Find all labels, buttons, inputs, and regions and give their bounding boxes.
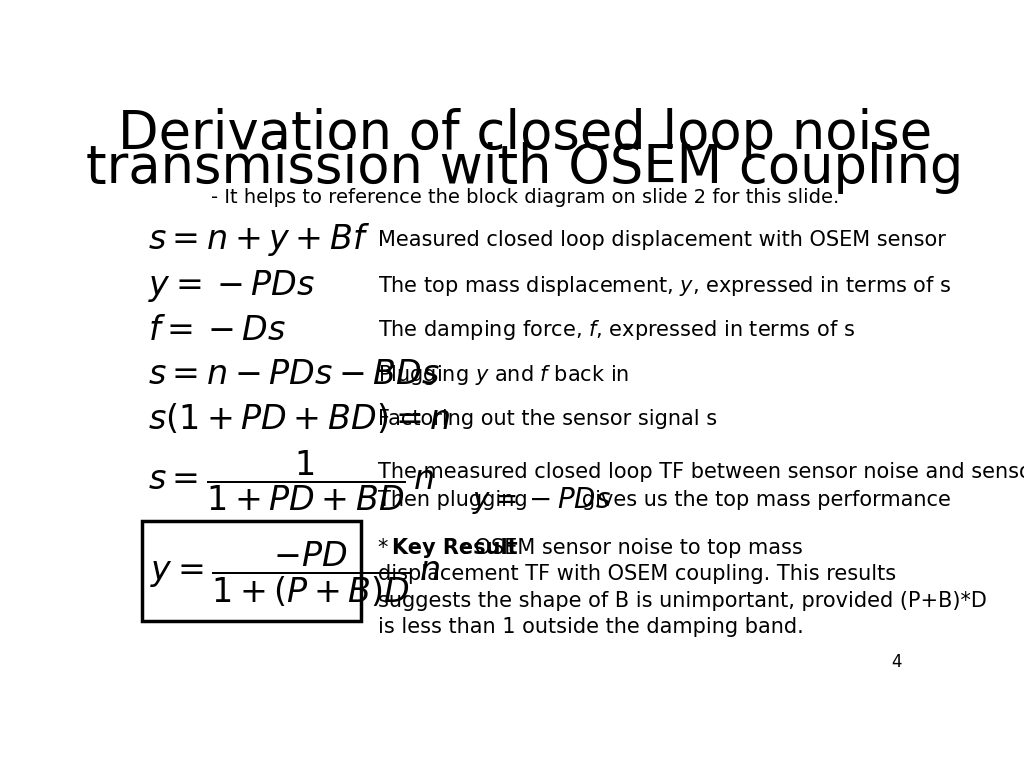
Text: Plugging $y$ and $f$ back in: Plugging $y$ and $f$ back in bbox=[378, 362, 630, 387]
Text: $s=\dfrac{1}{1+PD+BD}\,n$: $s=\dfrac{1}{1+PD+BD}\,n$ bbox=[147, 449, 434, 514]
Text: gives us the top mass performance: gives us the top mass performance bbox=[562, 490, 951, 510]
Text: Measured closed loop displacement with OSEM sensor: Measured closed loop displacement with O… bbox=[378, 230, 946, 250]
Text: Then plugging: Then plugging bbox=[378, 490, 548, 510]
Text: $y=\dfrac{-PD}{1+\left(P+B\right)D}\,n$: $y=\dfrac{-PD}{1+\left(P+B\right)D}\,n$ bbox=[151, 539, 440, 609]
Text: - It helps to reference the block diagram on slide 2 for this slide.: - It helps to reference the block diagra… bbox=[211, 188, 839, 207]
Text: Key Result: Key Result bbox=[392, 538, 518, 558]
Text: The top mass displacement, $y$, expressed in terms of s: The top mass displacement, $y$, expresse… bbox=[378, 274, 951, 298]
Text: $f=-Ds$: $f=-Ds$ bbox=[147, 314, 286, 347]
Text: The damping force, $f$, expressed in terms of s: The damping force, $f$, expressed in ter… bbox=[378, 319, 855, 343]
Text: *: * bbox=[378, 538, 395, 558]
Text: 4: 4 bbox=[891, 653, 902, 670]
Text: $s=n+y+Bf$: $s=n+y+Bf$ bbox=[147, 221, 370, 259]
Text: is less than 1 outside the damping band.: is less than 1 outside the damping band. bbox=[378, 617, 804, 637]
Text: $s=n-PDs-BDs$: $s=n-PDs-BDs$ bbox=[147, 359, 439, 392]
Text: $y=-PDs$: $y=-PDs$ bbox=[472, 485, 611, 515]
Text: : OSEM sensor noise to top mass: : OSEM sensor noise to top mass bbox=[461, 538, 802, 558]
Text: $s\left(1+PD+BD\right)=n$: $s\left(1+PD+BD\right)=n$ bbox=[147, 402, 451, 436]
Text: displacement TF with OSEM coupling. This results: displacement TF with OSEM coupling. This… bbox=[378, 564, 896, 584]
Text: Factoring out the sensor signal s: Factoring out the sensor signal s bbox=[378, 409, 717, 429]
Text: $y=-PDs$: $y=-PDs$ bbox=[147, 268, 314, 304]
Text: Derivation of closed loop noise: Derivation of closed loop noise bbox=[118, 108, 932, 160]
Text: The measured closed loop TF between sensor noise and sensor: The measured closed loop TF between sens… bbox=[378, 462, 1024, 482]
Text: suggests the shape of B is unimportant, provided (P+B)*D: suggests the shape of B is unimportant, … bbox=[378, 591, 987, 611]
FancyBboxPatch shape bbox=[142, 521, 360, 621]
Text: transmission with OSEM coupling: transmission with OSEM coupling bbox=[86, 142, 964, 194]
